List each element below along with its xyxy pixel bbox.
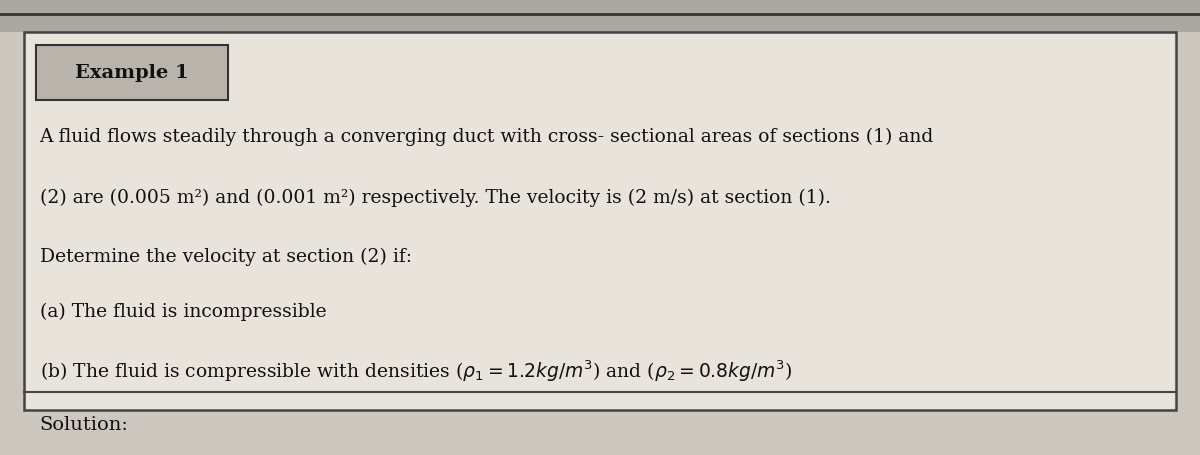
Text: Solution:: Solution: [40,416,128,435]
Bar [36,46,228,100]
Text: (b) The fluid is compressible with densities ($\rho_1 = 1.2kg/m^3$) and ($\rho_2: (b) The fluid is compressible with densi… [40,358,792,384]
Bar [24,32,1176,410]
Text: Determine the velocity at section (2) if:: Determine the velocity at section (2) if… [40,248,412,266]
Bar [0,0,1200,32]
Text: Example 1: Example 1 [76,64,188,82]
Text: (a) The fluid is incompressible: (a) The fluid is incompressible [40,303,326,321]
Text: A fluid flows steadily through a converging duct with cross- sectional areas of : A fluid flows steadily through a converg… [40,127,934,146]
Text: (2) are (0.005 m²) and (0.001 m²) respectively. The velocity is (2 m/s) at secti: (2) are (0.005 m²) and (0.001 m²) respec… [40,189,830,207]
